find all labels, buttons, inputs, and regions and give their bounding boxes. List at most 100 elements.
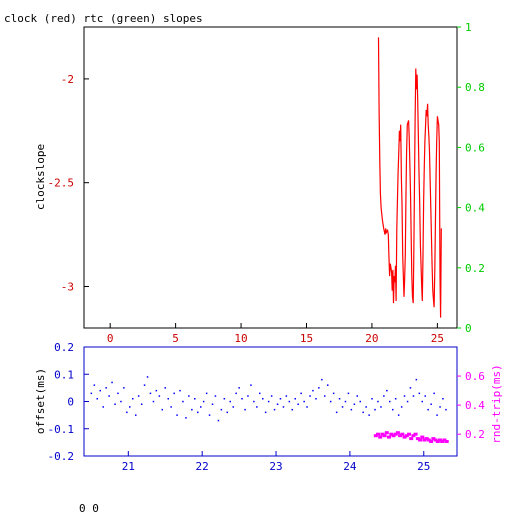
bottom-chart-ylabel: offset(ms) bbox=[34, 368, 47, 434]
offset-point bbox=[359, 400, 361, 403]
top-y2tick-label: 1 bbox=[465, 21, 472, 34]
offset-point bbox=[273, 408, 276, 411]
offset-point bbox=[427, 408, 429, 411]
top-y2tick-label: 0.8 bbox=[465, 81, 485, 94]
bottom-ytick-label: 0.1 bbox=[54, 368, 74, 381]
offset-point bbox=[253, 400, 255, 403]
offset-point bbox=[318, 387, 320, 389]
offset-point bbox=[294, 398, 296, 400]
bottom-ytick-label: 0.2 bbox=[54, 341, 74, 354]
round-trip-point bbox=[384, 431, 389, 435]
offset-point bbox=[335, 411, 338, 414]
offset-point bbox=[430, 403, 432, 405]
offset-point bbox=[226, 411, 228, 414]
offset-point bbox=[300, 392, 302, 395]
offset-point bbox=[182, 400, 184, 403]
round-trip-point bbox=[442, 438, 447, 442]
offset-point bbox=[211, 403, 214, 405]
offset-point bbox=[288, 400, 291, 403]
offset-point bbox=[324, 395, 326, 397]
round-trip-point bbox=[435, 440, 440, 443]
offset-point bbox=[309, 395, 311, 397]
offset-point bbox=[123, 387, 125, 389]
offset-point bbox=[158, 395, 161, 397]
top-y2tick-label: 0.4 bbox=[465, 202, 485, 215]
round-trip-point bbox=[433, 438, 438, 442]
round-trip-point bbox=[395, 431, 400, 435]
top-xtick-label: 0 bbox=[107, 332, 114, 345]
offset-point bbox=[291, 408, 293, 411]
offset-point bbox=[99, 389, 101, 392]
top-ytick-label: -2.5 bbox=[48, 177, 75, 190]
round-trip-point bbox=[426, 438, 431, 442]
offset-point bbox=[176, 414, 178, 416]
offset-point bbox=[356, 395, 358, 397]
offset-point bbox=[279, 398, 282, 400]
round-trip-point bbox=[407, 432, 411, 436]
offset-point bbox=[223, 398, 226, 400]
offset-point bbox=[90, 392, 93, 395]
offset-point bbox=[229, 400, 231, 403]
offset-point bbox=[353, 403, 356, 405]
bottom-xtick-label: 22 bbox=[196, 460, 209, 473]
offset-point bbox=[347, 392, 350, 395]
round-trip-point bbox=[402, 435, 407, 439]
offset-point bbox=[111, 381, 113, 384]
round-trip-point bbox=[438, 438, 442, 442]
offset-point bbox=[332, 392, 335, 395]
offset-point bbox=[436, 414, 438, 416]
round-trip-point bbox=[411, 434, 416, 438]
top-ytick-label: -2 bbox=[61, 73, 74, 86]
offset-point bbox=[262, 398, 264, 400]
offset-point bbox=[285, 395, 288, 397]
offset-point bbox=[93, 384, 96, 386]
offset-point bbox=[306, 406, 308, 408]
offset-point bbox=[344, 400, 347, 403]
bottom-xtick-label: 25 bbox=[417, 460, 430, 473]
offset-point bbox=[161, 408, 163, 411]
round-trip-point bbox=[422, 438, 427, 442]
offset-point bbox=[155, 389, 158, 392]
offset-point bbox=[170, 406, 172, 408]
offset-point bbox=[146, 376, 149, 378]
offset-point bbox=[220, 408, 223, 411]
offset-point bbox=[321, 378, 323, 381]
round-trip-point bbox=[429, 440, 434, 443]
offset-point bbox=[164, 387, 166, 389]
offset-point bbox=[394, 398, 397, 400]
top-xtick-label: 20 bbox=[365, 332, 378, 345]
offset-point bbox=[217, 419, 220, 422]
offset-point bbox=[445, 408, 447, 411]
offset-point bbox=[143, 384, 146, 386]
offset-point bbox=[297, 403, 299, 405]
offset-point bbox=[191, 408, 193, 411]
offset-point bbox=[397, 414, 400, 416]
round-trip-point bbox=[444, 440, 449, 443]
offset-point bbox=[188, 395, 190, 397]
offset-point bbox=[140, 403, 143, 405]
round-trip-point bbox=[389, 432, 394, 436]
bottom-xtick-label: 21 bbox=[122, 460, 135, 473]
offset-point bbox=[338, 398, 341, 400]
offset-point bbox=[208, 414, 211, 416]
offset-point bbox=[120, 400, 122, 403]
offset-point bbox=[327, 384, 329, 386]
offset-point bbox=[200, 406, 202, 408]
offset-point bbox=[214, 395, 217, 397]
offset-point bbox=[108, 395, 110, 397]
offset-point bbox=[167, 398, 169, 400]
offset-point bbox=[232, 406, 234, 408]
top-xtick-label: 10 bbox=[234, 332, 247, 345]
top-y2tick-label: 0.6 bbox=[465, 141, 485, 154]
offset-point bbox=[368, 414, 370, 416]
offset-point bbox=[197, 411, 199, 414]
offset-point bbox=[267, 400, 270, 403]
top-y2tick-label: 0.2 bbox=[465, 262, 485, 275]
offset-point bbox=[409, 387, 412, 389]
offset-point bbox=[329, 400, 332, 403]
bottom-xtick-label: 23 bbox=[269, 460, 282, 473]
offset-point bbox=[380, 406, 382, 408]
offset-point bbox=[241, 398, 243, 400]
offset-point bbox=[365, 406, 367, 408]
